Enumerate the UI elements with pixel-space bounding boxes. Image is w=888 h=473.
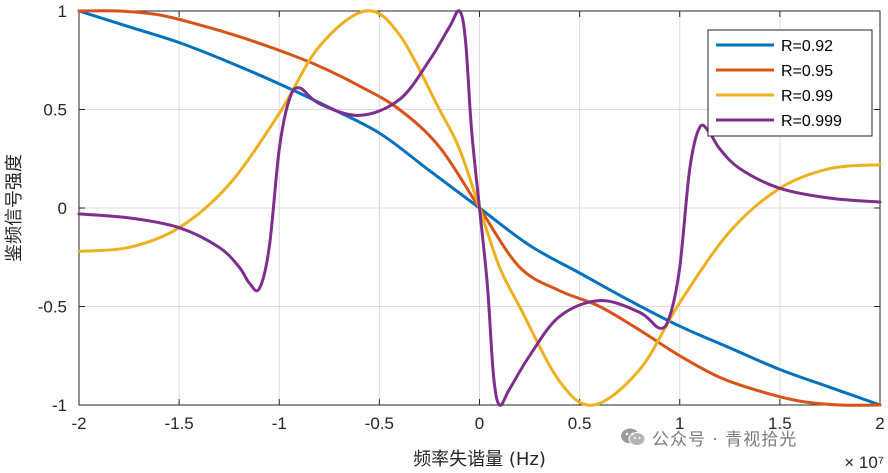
x-axis-exponent: × 10⁷ bbox=[844, 453, 884, 472]
legend-label: R=0.99 bbox=[781, 88, 833, 105]
y-tick-label: -0.5 bbox=[38, 298, 67, 317]
legend: R=0.92 R=0.95 R=0.99 R=0.999 bbox=[707, 29, 873, 137]
wechat-icon bbox=[621, 428, 646, 446]
x-tick-label: 0 bbox=[475, 414, 484, 433]
legend-label: R=0.999 bbox=[781, 113, 842, 130]
x-tick-label: -2 bbox=[71, 414, 86, 433]
y-tick-label: 0.5 bbox=[43, 101, 67, 120]
x-tick-label: 2 bbox=[875, 414, 884, 433]
y-tick-labels: 1 0.5 0 -0.5 -1 bbox=[38, 2, 67, 415]
x-tick-label: -1 bbox=[272, 414, 287, 433]
x-tick-label: 0.5 bbox=[568, 414, 592, 433]
y-axis-label: 鉴频信号强度 bbox=[4, 154, 25, 262]
series-layer bbox=[77, 9, 882, 407]
legend-label: R=0.95 bbox=[781, 63, 833, 80]
y-tick-label: -1 bbox=[52, 396, 67, 415]
x-axis-label: 频率失谐量 (Hz) bbox=[413, 449, 546, 470]
series-line-4 bbox=[77, 9, 882, 407]
watermark: 公众号 · 青视拾光 bbox=[620, 426, 798, 450]
legend-label: R=0.92 bbox=[781, 38, 833, 55]
x-tick-label: -0.5 bbox=[365, 414, 394, 433]
x-tick-label: 1 bbox=[675, 414, 684, 433]
y-tick-label: 0 bbox=[58, 199, 67, 218]
y-tick-label: 1 bbox=[58, 2, 67, 21]
x-tick-label: 1.5 bbox=[768, 414, 792, 433]
watermark-text: 公众号 · 青视拾光 bbox=[652, 429, 798, 450]
x-tick-labels: -2 -1.5 -1 -0.5 0 0.5 1 1.5 2 bbox=[71, 414, 884, 433]
x-tick-label: -1.5 bbox=[164, 414, 193, 433]
legend-box bbox=[707, 29, 873, 137]
